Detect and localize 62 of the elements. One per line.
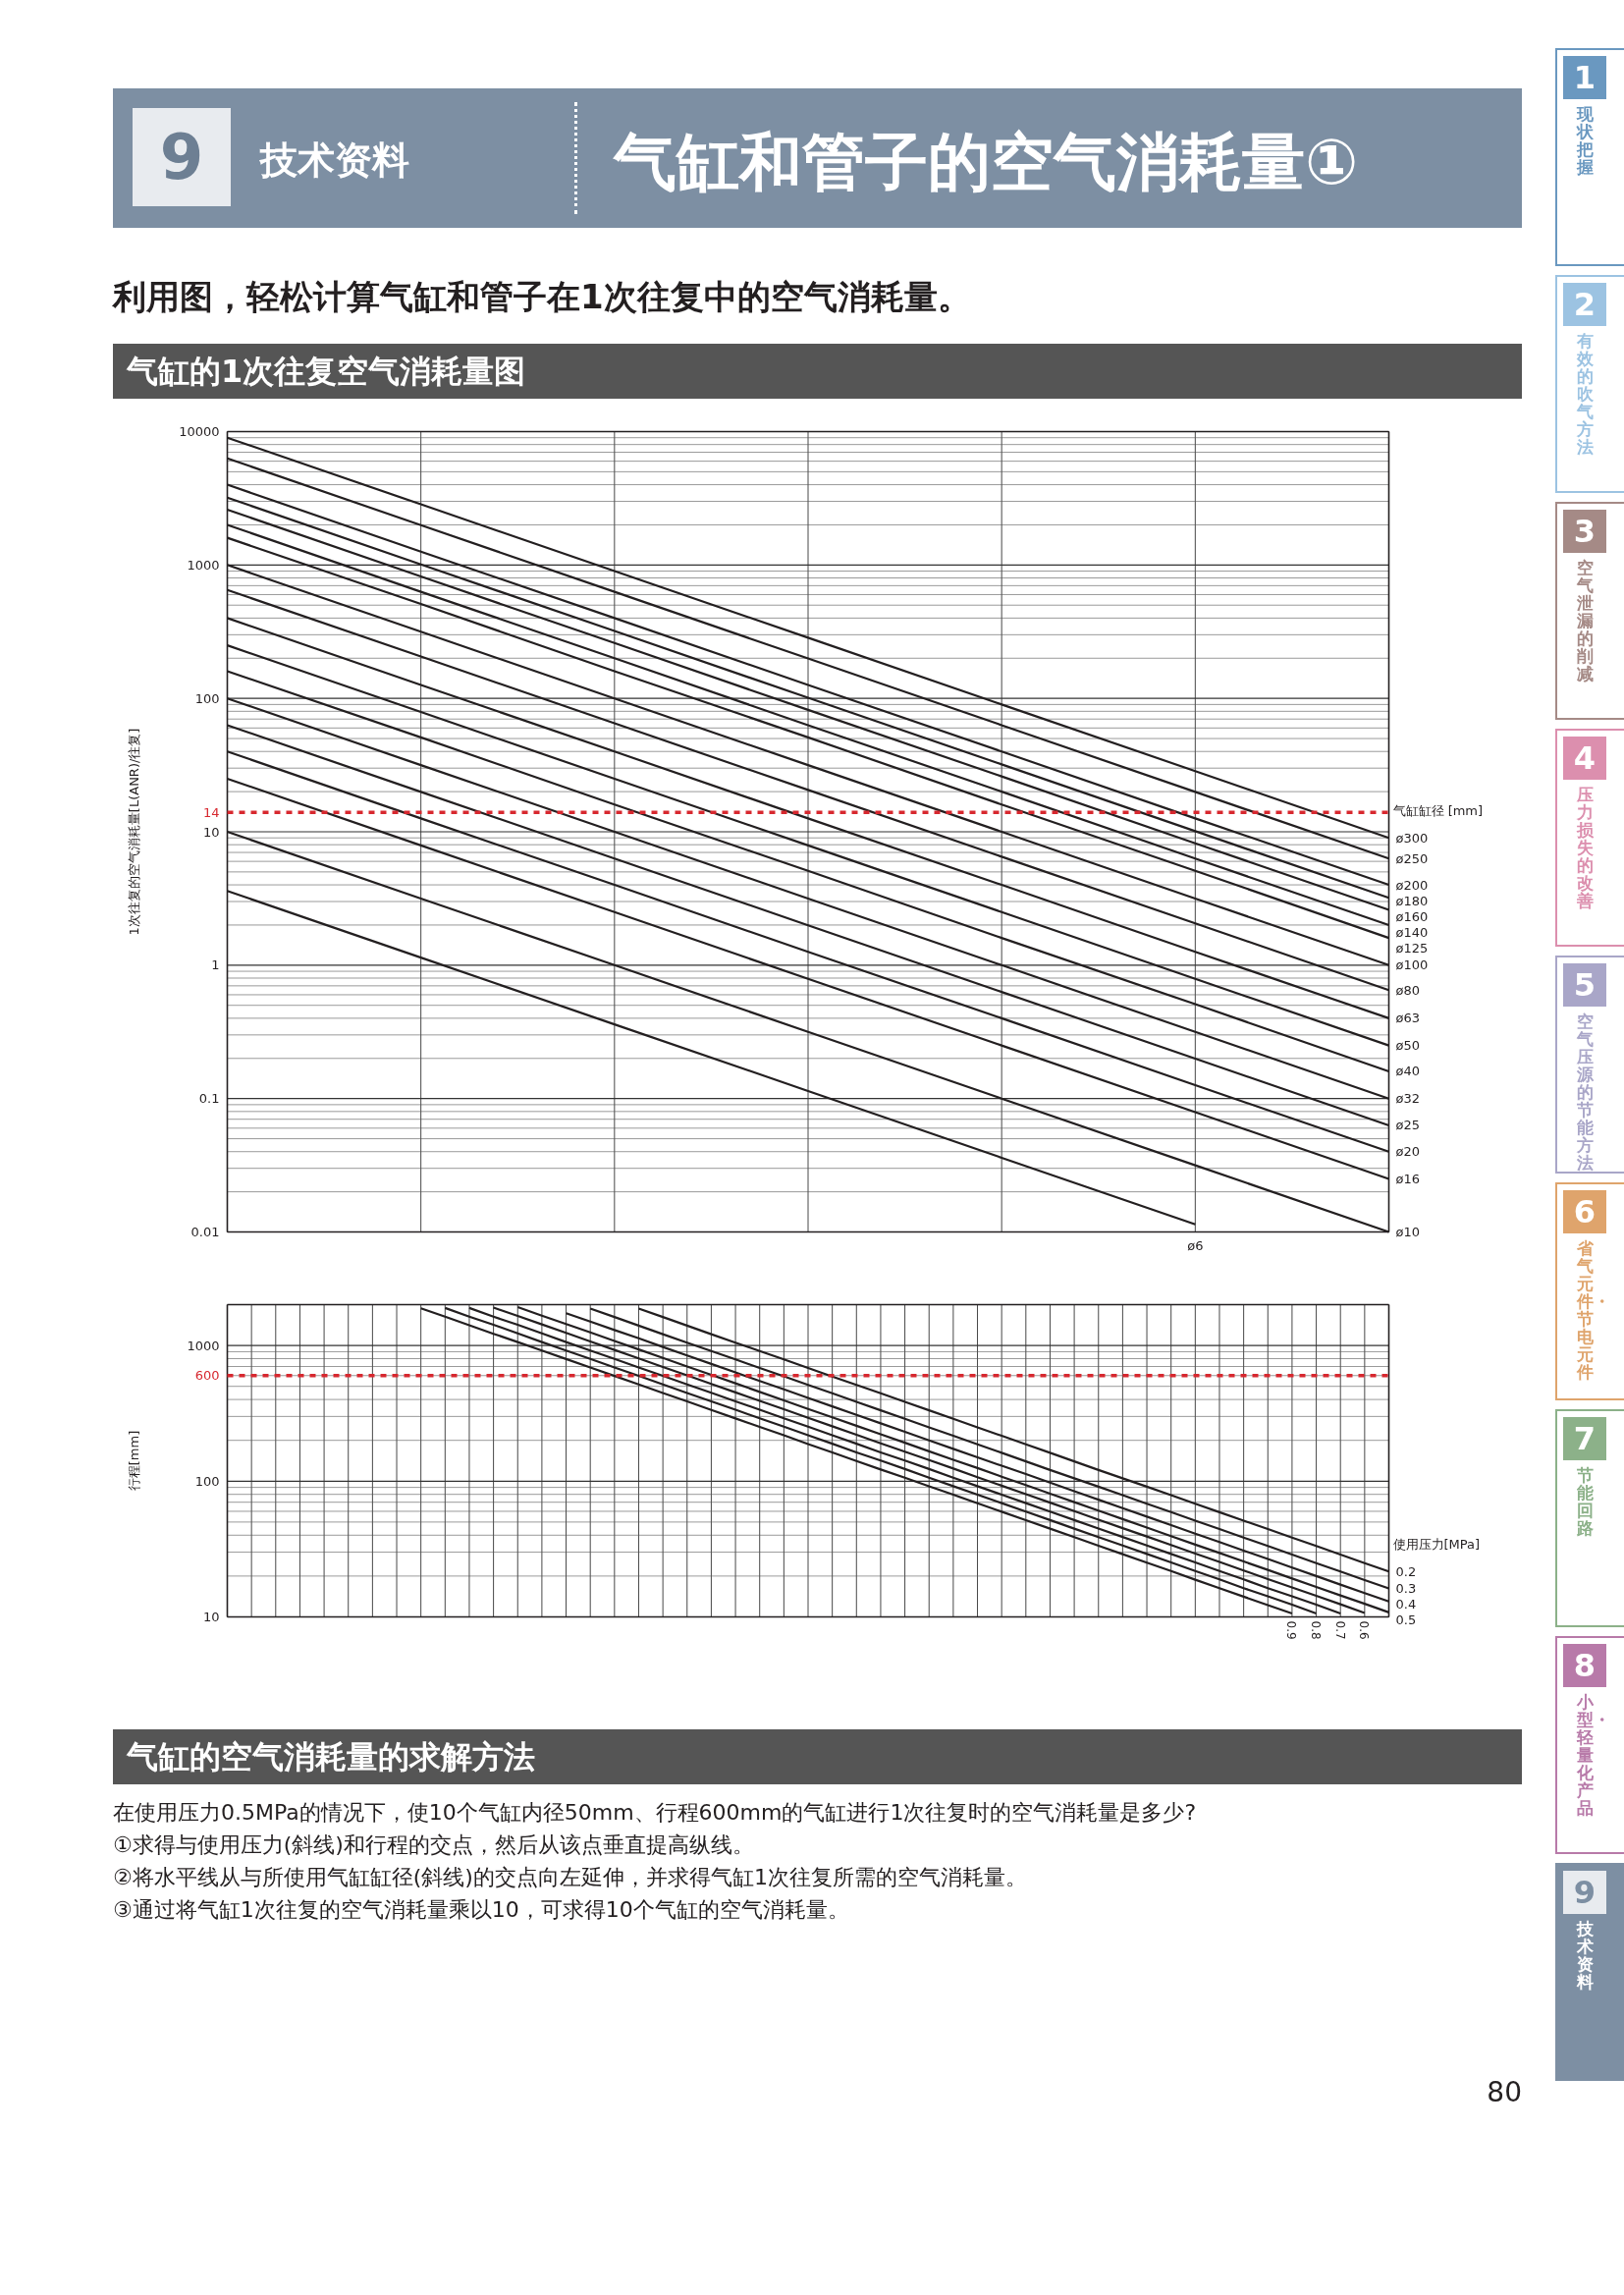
- series-label: 0.5: [1395, 1612, 1417, 1628]
- text: 2 有效的吹气方法: [1572, 285, 1597, 457]
- series-label: ø125: [1395, 940, 1429, 956]
- series-label: ø50: [1395, 1038, 1420, 1054]
- text: 9 技术资料: [1572, 1873, 1597, 1992]
- series-label: ø16: [1395, 1171, 1420, 1186]
- y-tick-label: 100: [194, 1473, 220, 1489]
- series-label: ø40: [1395, 1064, 1420, 1079]
- chart-subtitle: 利用图，轻松计算气缸和管子在1次往复中的空气消耗量。: [113, 276, 971, 318]
- series-label: ø6: [1187, 1237, 1204, 1253]
- text: 0.6: [1357, 1620, 1372, 1640]
- y-tick-label: 1: [211, 957, 220, 973]
- series-label: ø63: [1395, 1011, 1420, 1026]
- text: 0.9: [1284, 1620, 1299, 1640]
- text: 0.7: [1332, 1620, 1347, 1640]
- y-tick-label: 10000: [179, 424, 220, 439]
- y-tick-label: 0.01: [190, 1225, 220, 1239]
- text: 1 现状把握: [1572, 58, 1597, 177]
- chart-title: 气缸的1次往复空气消耗量图: [113, 344, 1522, 399]
- text: ①求得与使用压力(斜线)和行程的交点，然后从该点垂直提高纵线。: [113, 1831, 755, 1859]
- text: 7 节能回路: [1572, 1419, 1597, 1538]
- series-label: ø300: [1395, 830, 1429, 846]
- y-tick-label: 10: [202, 1610, 220, 1624]
- text: ②将水平线从与所使用气缸缸径(斜线)的交点向左延伸，并求得气缸1次往复所需的空气消耗量。: [113, 1864, 1028, 1891]
- y-tick-label: 100: [194, 690, 220, 706]
- text: 4 压力损失的改善: [1572, 738, 1597, 910]
- text: ③通过将气缸1次往复的空气消耗量乘以10，可求得10个气缸的空气消耗量。: [113, 1896, 850, 1924]
- text: 3 空气泄漏的削减: [1572, 512, 1597, 683]
- series-label: ø140: [1395, 924, 1429, 940]
- y-axis-title: 行程[mm]: [127, 1430, 141, 1492]
- y-tick-label: 1000: [187, 557, 220, 573]
- legend-title: 气缸缸径 [mm]: [1392, 802, 1484, 818]
- text: 气缸和管子的空气消耗量①: [614, 125, 1359, 200]
- series-label: ø25: [1395, 1118, 1420, 1133]
- series-label: ø20: [1395, 1144, 1420, 1160]
- series-label: ø10: [1395, 1225, 1420, 1239]
- text: 0.8: [1309, 1620, 1324, 1640]
- text: 5 空气压源的节能方法: [1573, 966, 1597, 1173]
- text: 8 小型・轻量化产品: [1572, 1646, 1610, 1818]
- series-label: ø180: [1395, 893, 1429, 908]
- y-tick-label: 0.1: [198, 1091, 220, 1107]
- ref-line-label: 14: [202, 804, 220, 820]
- series-label: 0.2: [1395, 1563, 1417, 1579]
- series-label: ø200: [1395, 877, 1429, 893]
- legend-title: 使用压力[MPa]: [1392, 1536, 1481, 1552]
- text: 技术资料: [260, 137, 409, 184]
- series-label: ø160: [1395, 908, 1429, 924]
- text: 6 省气元件・节电元件: [1573, 1193, 1610, 1382]
- ref-line-label: 600: [194, 1368, 220, 1384]
- series-label: ø32: [1395, 1091, 1420, 1107]
- text: 气缸的空气消耗量的求解方法: [113, 1729, 1522, 1784]
- series-label: ø100: [1395, 957, 1429, 973]
- series-label: ø250: [1395, 850, 1429, 866]
- text: 在使用压力0.5MPa的情况下，使10个气缸内径50mm、行程600mm的气缸进行1次往复时的空气消耗量是多少?: [113, 1799, 1198, 1827]
- y-tick-label: 10: [202, 824, 220, 840]
- y-axis-title: 1次往复的空气消耗量[L(ANR)/往复]: [127, 728, 141, 936]
- y-tick-label: 1000: [187, 1338, 220, 1353]
- text: 9: [133, 108, 231, 206]
- series-label: ø80: [1395, 982, 1420, 998]
- text: 80: [1486, 2075, 1522, 2110]
- series-label: 0.4: [1395, 1597, 1417, 1612]
- series-label: 0.3: [1395, 1581, 1417, 1597]
